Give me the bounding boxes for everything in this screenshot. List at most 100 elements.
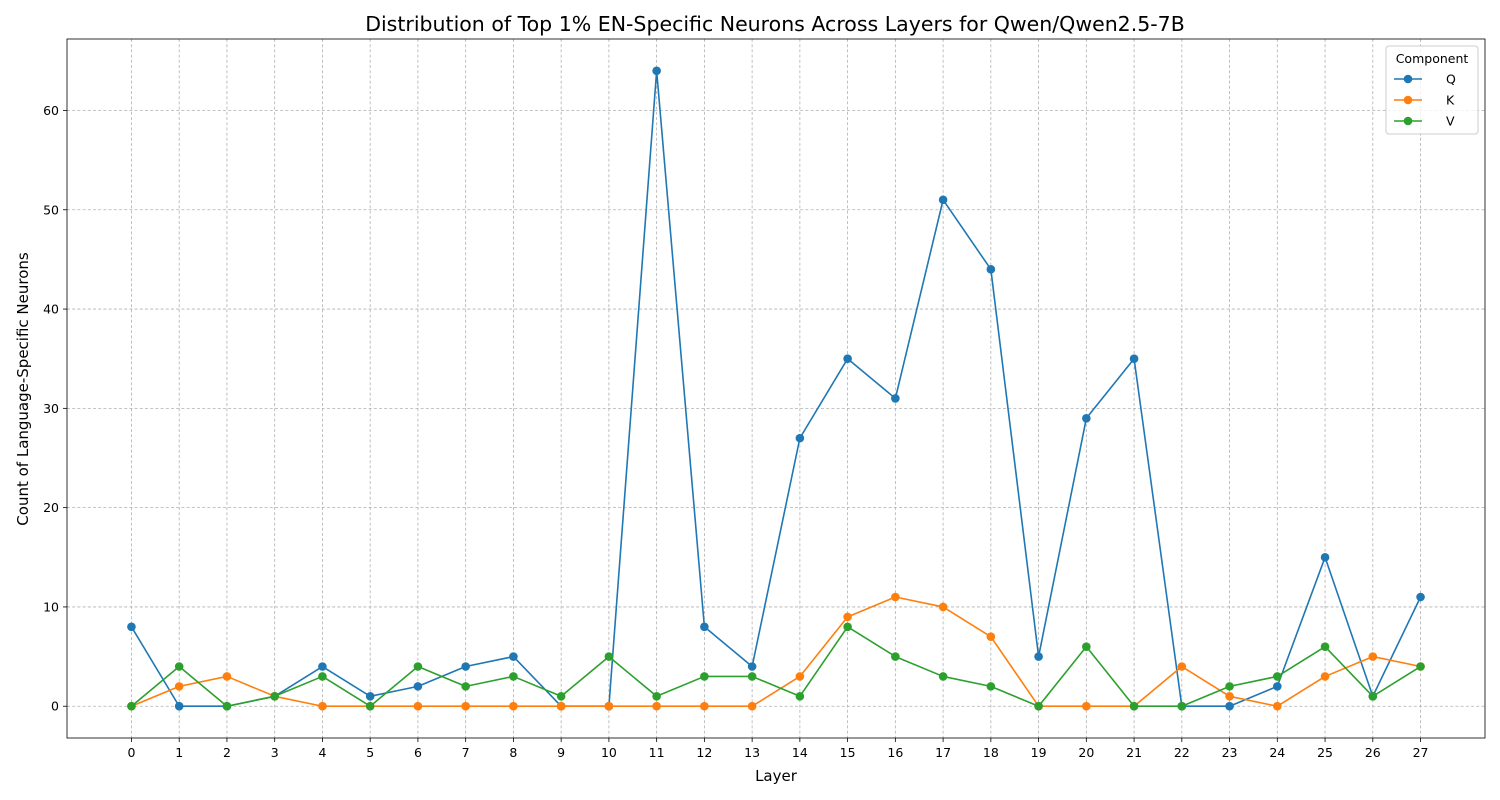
legend-label: K	[1446, 93, 1455, 108]
data-point-v	[127, 701, 136, 711]
data-point-k	[652, 701, 661, 711]
data-point-v	[1082, 642, 1091, 651]
data-point-q	[747, 662, 757, 671]
data-point-k	[1225, 691, 1234, 701]
data-point-q	[509, 652, 518, 661]
data-point-q	[461, 662, 470, 671]
data-point-v	[1416, 662, 1425, 671]
data-point-k	[843, 612, 852, 622]
data-point-q	[1273, 682, 1282, 691]
data-point-k	[318, 701, 327, 711]
data-point-q	[127, 622, 136, 632]
data-point-q	[891, 394, 900, 403]
x-tick-label: 2	[223, 745, 231, 760]
data-point-q	[1129, 354, 1139, 364]
x-tick-label: 9	[557, 745, 565, 760]
data-point-v	[1368, 691, 1378, 701]
series-line-k	[131, 596, 1421, 708]
x-tick-label: 3	[271, 745, 279, 760]
legend-swatch-marker	[1403, 116, 1413, 126]
data-point-q	[1082, 413, 1091, 423]
data-point-k	[604, 701, 614, 711]
data-point-k	[1177, 662, 1187, 671]
y-axis-label: Count of Language-Specific Neurons	[14, 252, 32, 526]
data-point-v	[1177, 701, 1187, 711]
data-point-q	[986, 265, 996, 274]
x-tick-label: 6	[414, 745, 422, 760]
data-point-q	[318, 662, 327, 671]
x-tick-label: 16	[887, 745, 903, 760]
legend-swatch-marker	[1403, 95, 1413, 105]
x-tick-label: 20	[1078, 745, 1094, 760]
legend-items: QKV	[1394, 72, 1456, 129]
data-point-q	[365, 691, 375, 701]
data-point-q	[174, 701, 184, 711]
data-point-v	[795, 691, 805, 701]
data-point-v	[222, 701, 232, 711]
data-point-v	[365, 701, 375, 711]
data-point-v	[938, 672, 948, 681]
x-tick-label: 17	[935, 745, 951, 760]
series-layer	[127, 66, 1425, 711]
data-point-k	[1273, 701, 1282, 711]
series-line-q	[130, 69, 1422, 708]
x-tick-label: 10	[601, 745, 617, 760]
data-point-q	[700, 622, 709, 632]
x-tick-label: 7	[462, 745, 470, 760]
y-tick-label: 50	[43, 202, 59, 217]
series-q	[127, 66, 1425, 711]
data-point-q	[1416, 592, 1425, 602]
x-tick-label: 26	[1365, 745, 1381, 760]
legend-label: V	[1446, 114, 1455, 129]
y-tick-label: 40	[43, 302, 59, 317]
x-axis-label: Layer	[755, 767, 798, 785]
legend-item-v: V	[1394, 114, 1455, 129]
chart-title: Distribution of Top 1% EN-Specific Neuro…	[365, 12, 1185, 36]
grid-lines	[67, 39, 1485, 738]
data-point-k	[747, 701, 757, 711]
data-point-q	[1034, 652, 1043, 661]
y-axis-ticks: 0 10 20 30 40 50 60	[43, 103, 67, 714]
data-point-q	[1225, 701, 1234, 711]
x-tick-label: 12	[696, 745, 712, 760]
data-point-k	[1320, 672, 1330, 681]
data-point-k	[700, 701, 709, 711]
series-line-v	[130, 625, 1421, 708]
x-tick-label: 27	[1413, 745, 1429, 760]
legend-item-q: Q	[1394, 72, 1456, 87]
legend-item-k: K	[1394, 93, 1455, 108]
data-point-q	[413, 682, 423, 691]
legend: Component QKV	[1385, 45, 1479, 135]
data-point-k	[461, 701, 470, 711]
x-tick-label: 13	[744, 745, 760, 760]
data-point-q	[652, 66, 661, 76]
data-point-v	[270, 691, 279, 701]
y-tick-label: 0	[51, 699, 59, 714]
series-k	[127, 592, 1425, 711]
y-tick-label: 10	[43, 599, 59, 614]
data-point-k	[174, 682, 184, 691]
x-tick-label: 8	[509, 745, 517, 760]
data-point-v	[747, 672, 757, 681]
data-point-k	[222, 672, 232, 681]
data-point-k	[986, 632, 996, 642]
legend-label: Q	[1446, 72, 1456, 87]
data-point-k	[1368, 652, 1378, 661]
data-point-k	[795, 672, 805, 681]
x-tick-label: 14	[792, 745, 808, 760]
x-tick-label: 21	[1126, 745, 1142, 760]
data-point-k	[556, 701, 566, 711]
x-axis-ticks: 0 1 2 3 4 5 6 7 8 9 10 11 12 13 14 15 16 17 18 19 20 21 22 23 24…	[127, 738, 1428, 760]
data-point-k	[891, 592, 900, 602]
y-tick-label: 30	[43, 401, 59, 416]
data-point-k	[1082, 701, 1091, 711]
x-tick-label: 24	[1269, 745, 1285, 760]
data-point-v	[318, 672, 327, 681]
data-point-v	[700, 672, 709, 681]
x-tick-label: 18	[983, 745, 999, 760]
data-point-v	[509, 672, 518, 681]
x-tick-label: 25	[1317, 745, 1333, 760]
legend-box	[1385, 45, 1479, 135]
x-tick-label: 4	[318, 745, 326, 760]
series-v	[127, 622, 1425, 711]
